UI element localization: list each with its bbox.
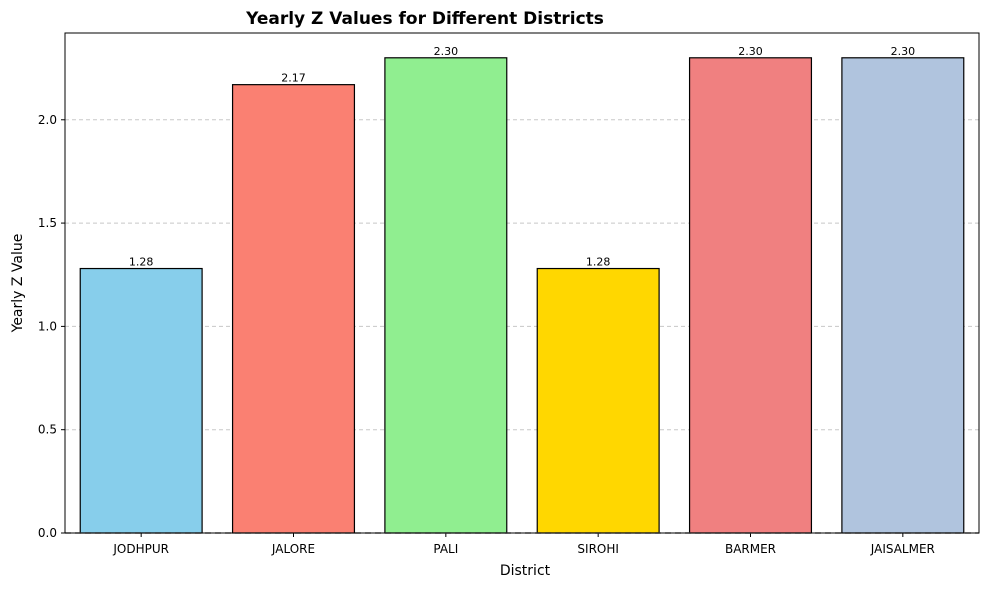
bar-pali <box>384 57 508 534</box>
axes: JODHPUR JALORE PALI SIROHI BARMER JAISALMER 0.… <box>38 32 980 556</box>
x-tick-label: JODHPUR <box>112 542 169 556</box>
chart-title: Yearly Z Values for Different Districts <box>245 9 604 29</box>
bar-jodhpur <box>79 267 203 534</box>
y-tick-label: 0.5 <box>38 423 57 437</box>
data-label: 2.30 <box>891 45 916 58</box>
data-label: 1.28 <box>586 256 611 269</box>
plot-frame <box>64 32 980 534</box>
x-tick-label: SIROHI <box>577 542 619 556</box>
data-label: 2.17 <box>281 72 306 85</box>
data-label: 2.30 <box>434 45 459 58</box>
y-tick-label: 1.5 <box>38 216 57 230</box>
bar-jalore <box>231 84 356 534</box>
x-tick-label: BARMER <box>725 542 776 556</box>
bars <box>79 57 965 534</box>
bar-jaisalmer <box>841 57 965 534</box>
grid-lines <box>65 119 979 431</box>
bar-barmer <box>688 57 813 534</box>
x-tick-label: JALORE <box>271 542 315 556</box>
y-axis-label: Yearly Z Value <box>10 234 26 334</box>
y-tick-label: 0.0 <box>38 526 57 540</box>
x-tick-label: JAISALMER <box>870 542 935 556</box>
x-tick-label: PALI <box>433 542 458 556</box>
data-labels: 1.28 2.17 2.30 1.28 2.30 2.30 <box>129 45 915 269</box>
y-tick-label: 1.0 <box>38 319 57 333</box>
data-label: 2.30 <box>738 45 763 58</box>
x-axis-label: District <box>500 563 551 579</box>
data-label: 1.28 <box>129 256 154 269</box>
y-tick-label: 2.0 <box>38 113 57 127</box>
bar-sirohi <box>536 267 660 534</box>
